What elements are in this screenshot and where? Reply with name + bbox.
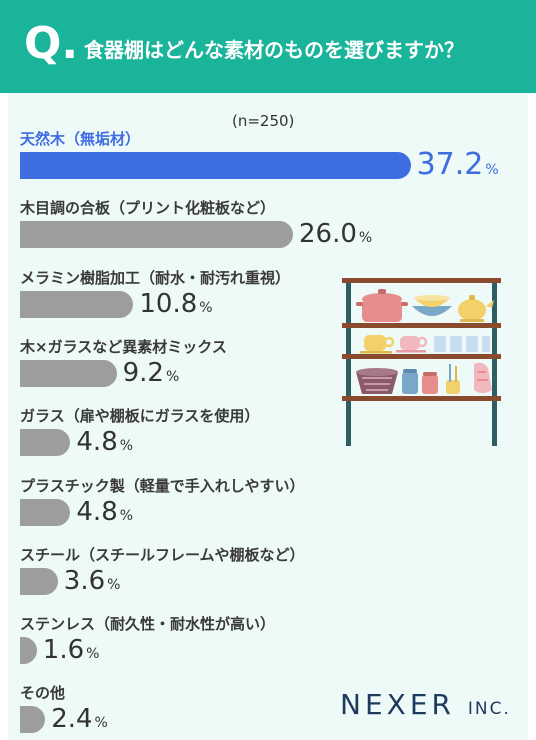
category-label: メラミン樹脂加工（耐水・耐汚れ重視）: [20, 268, 291, 287]
category-label: 木目調の合板（プリント化粧板など）: [20, 199, 276, 218]
shelf-post-left: [346, 278, 351, 446]
value-number: 2.4: [51, 704, 93, 735]
shelf-board-3: [342, 354, 501, 359]
cup-icon: [360, 335, 395, 354]
shelf-post-right: [492, 278, 497, 446]
value-unit: %: [94, 715, 108, 732]
value-label: 9.2%: [123, 358, 180, 392]
bar: [20, 567, 58, 595]
value-label: 26.0%: [299, 219, 372, 253]
bar: [20, 359, 117, 387]
dish-shelf-illustration: [342, 278, 501, 446]
value-label: 37.2%: [417, 150, 499, 185]
question-text: 食器棚はどんな素材のものを選びますか？: [84, 38, 464, 62]
bar: [20, 152, 411, 179]
nexer-logo: NEXER INC.: [340, 690, 511, 724]
shelf-board-4: [342, 396, 501, 401]
category-label: ガラス（扉や棚板にガラスを使用）: [20, 407, 260, 426]
bar: [20, 498, 71, 526]
basket-icon: [356, 368, 398, 394]
value-unit: %: [119, 507, 134, 524]
value-unit: %: [107, 576, 121, 593]
value-number: 37.2: [416, 147, 484, 182]
question-header: Q. 食器棚はどんな素材のものを選びますか？: [0, 0, 536, 93]
glass-icon: [434, 336, 490, 352]
value-label: 3.6%: [64, 566, 121, 600]
value-number: 26.0: [299, 219, 357, 250]
value-label: 1.6%: [43, 635, 100, 669]
bar: [20, 429, 71, 457]
value-number: 10.8: [139, 288, 198, 319]
sample-size-note: (n=250): [232, 112, 295, 130]
bar: [20, 637, 37, 665]
category-label: プラスチック製（軽量で手入れしやすい）: [20, 476, 305, 495]
logo-main: NEXER: [340, 688, 455, 721]
shelf-board-2: [342, 323, 501, 328]
value-number: 9.2: [122, 357, 164, 388]
logo-sub: INC.: [467, 699, 511, 719]
value-number: 4.8: [76, 496, 118, 527]
value-label: 4.8%: [76, 497, 133, 531]
category-label: 木×ガラスなど異素材ミックス: [20, 337, 227, 356]
bar: [20, 706, 46, 734]
bar: [20, 290, 134, 318]
q-mark: Q.: [24, 18, 79, 69]
value-unit: %: [485, 162, 499, 178]
teapot-icon: [458, 295, 494, 322]
value-unit: %: [358, 230, 373, 247]
bowl-stack-icon: [412, 295, 452, 316]
value-unit: %: [119, 438, 134, 455]
value-label: 4.8%: [76, 427, 133, 461]
value-unit: %: [199, 299, 213, 316]
value-label: 2.4%: [51, 704, 108, 738]
value-unit: %: [165, 368, 180, 385]
cup-icon: [396, 336, 428, 353]
category-label: その他: [20, 684, 66, 703]
jar-icon: [402, 369, 438, 394]
value-unit: %: [86, 646, 100, 663]
value-number: 1.6: [42, 635, 85, 666]
value-label: 10.8%: [139, 289, 212, 323]
category-label: ステンレス（耐久性・耐水性が高い）: [20, 615, 276, 634]
value-number: 4.8: [76, 427, 118, 458]
pot-icon: [356, 289, 408, 322]
utensil-cup-icon: [446, 364, 460, 394]
category-label: 天然木（無垢材）: [20, 130, 141, 148]
cloth-icon: [474, 362, 492, 393]
chart-panel: [8, 93, 528, 740]
shelf-board-1: [342, 278, 501, 283]
value-number: 3.6: [63, 565, 106, 596]
category-label: スチール（スチールフレームや棚板など）: [20, 545, 305, 564]
bar: [20, 221, 293, 249]
